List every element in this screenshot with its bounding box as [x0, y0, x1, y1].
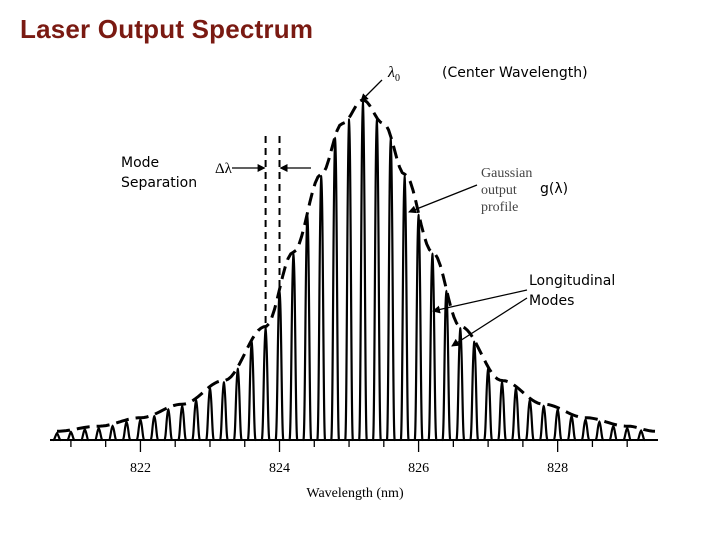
mode-peak — [218, 380, 229, 442]
lambda-subscript: 0 — [395, 73, 400, 84]
mode-peak — [191, 398, 202, 442]
mode-peak — [413, 213, 424, 442]
mode-separation-line2: Separation — [121, 175, 198, 191]
longitudinal-modes — [52, 100, 646, 442]
mode-peak — [205, 386, 215, 442]
longitudinal-modes-label: Longitudinal Modes — [529, 271, 615, 311]
mode-peak — [469, 340, 480, 442]
x-tick-label: 824 — [269, 461, 290, 476]
mode-peak — [636, 429, 646, 442]
mode-peak — [149, 414, 160, 442]
lambda-symbol: λ — [387, 64, 395, 81]
longitudinal-mode-arrow-1 — [432, 289, 528, 314]
mode-peak — [344, 117, 354, 442]
mode-peak — [163, 407, 174, 442]
mode-peak — [177, 404, 188, 442]
mode-peak — [52, 431, 62, 442]
mode-peak — [260, 326, 271, 442]
x-tick-label: 826 — [408, 461, 429, 476]
mode-peak — [538, 404, 549, 442]
mode-peak — [455, 326, 466, 442]
mode-peak — [385, 136, 396, 442]
gaussian-profile-line3: profile — [481, 200, 518, 215]
gaussian-profile-line1: Gaussian — [481, 166, 532, 181]
mode-peak — [594, 420, 605, 442]
mode-peak — [330, 136, 341, 442]
mode-peak — [316, 174, 327, 442]
x-tick-label: 822 — [130, 461, 151, 476]
mode-peak — [608, 424, 619, 442]
slide-title: Laser Output Spectrum — [20, 14, 314, 44]
gaussian-envelope-curve — [57, 98, 656, 433]
center-wavelength-label: (Center Wavelength) — [442, 65, 588, 81]
mode-peak — [441, 289, 452, 442]
mode-peak — [94, 426, 104, 442]
mode-peak — [399, 174, 410, 442]
mode-peak — [302, 213, 313, 442]
delta-lambda-label: Δλ — [215, 161, 233, 177]
x-tick-label: 828 — [547, 461, 568, 476]
g-lambda-label: g(λ) — [540, 181, 569, 197]
mode-peak — [246, 340, 257, 442]
x-axis-ticks: 822 824 826 828 — [70, 440, 628, 476]
mode-peak — [580, 418, 591, 442]
mode-peak — [66, 430, 76, 442]
mode-peak — [121, 420, 132, 442]
mode-peak — [427, 252, 438, 442]
center-wavelength-arrow — [360, 79, 383, 102]
mode-peak — [566, 414, 577, 442]
mode-peak — [622, 426, 632, 442]
mode-peak — [358, 100, 368, 442]
mode-peak — [524, 398, 535, 442]
mode-peak — [288, 252, 299, 442]
mode-peak — [107, 424, 118, 442]
mode-peak — [232, 367, 243, 442]
mode-peak — [497, 380, 507, 442]
mode-separation-label: Mode Separation — [121, 153, 197, 193]
mode-separation-marker — [232, 136, 311, 329]
mode-peak — [371, 117, 382, 442]
gaussian-profile-line2: output — [481, 183, 517, 198]
mode-peak — [80, 427, 90, 442]
x-axis-title: Wavelength (nm) — [306, 486, 404, 501]
mode-peak — [483, 367, 494, 442]
mode-peak — [274, 289, 285, 442]
longitudinal-mode-arrow-2 — [451, 297, 528, 347]
longitudinal-modes-line2: Modes — [529, 293, 575, 309]
mode-peak — [510, 386, 521, 442]
lambda-zero-label: λ0 — [387, 64, 400, 84]
mode-peak — [552, 407, 563, 442]
longitudinal-modes-line1: Longitudinal — [529, 273, 616, 289]
mode-separation-line1: Mode — [121, 155, 160, 171]
gaussian-profile-arrow — [408, 184, 478, 214]
mode-peak — [135, 418, 146, 442]
